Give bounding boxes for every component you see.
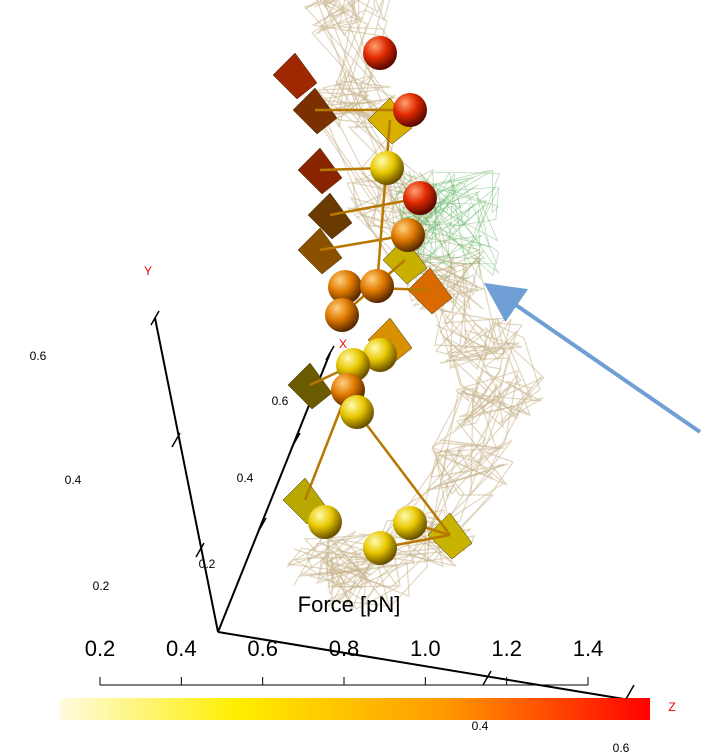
colorbar-tick-label: 0.6 bbox=[247, 636, 278, 661]
axis-tick-label: 0.2 bbox=[93, 579, 110, 593]
axis-tick-label: 0.2 bbox=[199, 557, 216, 571]
colorbar-tick-label: 1.2 bbox=[491, 636, 522, 661]
colorbar-tick-label: 0.2 bbox=[85, 636, 116, 661]
colorbar bbox=[60, 698, 650, 720]
colorbar-title: Force [pN] bbox=[298, 592, 401, 617]
colorbar-tick-label: 1.0 bbox=[410, 636, 441, 661]
axis-tick-label: 0.4 bbox=[65, 473, 82, 487]
sphere bbox=[393, 506, 427, 540]
colorbar-tick-label: 1.4 bbox=[573, 636, 604, 661]
pyramid bbox=[298, 148, 342, 194]
sphere bbox=[308, 505, 342, 539]
sphere bbox=[393, 93, 427, 127]
axis-label: X bbox=[339, 337, 347, 351]
axis-tick-label: 0.4 bbox=[237, 471, 254, 485]
axis-tick-label: 0.6 bbox=[30, 349, 47, 363]
sphere bbox=[325, 298, 359, 332]
axis-label: Z bbox=[668, 700, 675, 714]
scene: Force [pN] Y X Z 0.2 0.4 0.6 0.2 0.4 0.6 0.4 0.… bbox=[0, 0, 702, 755]
axis-tick bbox=[326, 346, 334, 360]
trajectory-line bbox=[294, 0, 517, 587]
axis-tick bbox=[483, 671, 491, 685]
sphere bbox=[360, 269, 394, 303]
colorbar-tick-label: 0.8 bbox=[329, 636, 360, 661]
axis-tick-label: 0.6 bbox=[272, 394, 289, 408]
sphere bbox=[391, 218, 425, 252]
sphere bbox=[370, 151, 404, 185]
axes bbox=[155, 318, 630, 700]
pyramid bbox=[273, 53, 317, 99]
axis-tick-label: 0.4 bbox=[472, 719, 489, 733]
axis-label: Y bbox=[144, 264, 152, 278]
sphere bbox=[363, 531, 397, 565]
sphere bbox=[340, 395, 374, 429]
axis-tick-label: 0.6 bbox=[613, 741, 630, 755]
pyramid bbox=[308, 193, 352, 239]
pyramid bbox=[288, 363, 332, 409]
sphere bbox=[363, 36, 397, 70]
sphere bbox=[403, 181, 437, 215]
axis-tick bbox=[626, 685, 634, 699]
colorbar-tick-label: 0.4 bbox=[166, 636, 197, 661]
